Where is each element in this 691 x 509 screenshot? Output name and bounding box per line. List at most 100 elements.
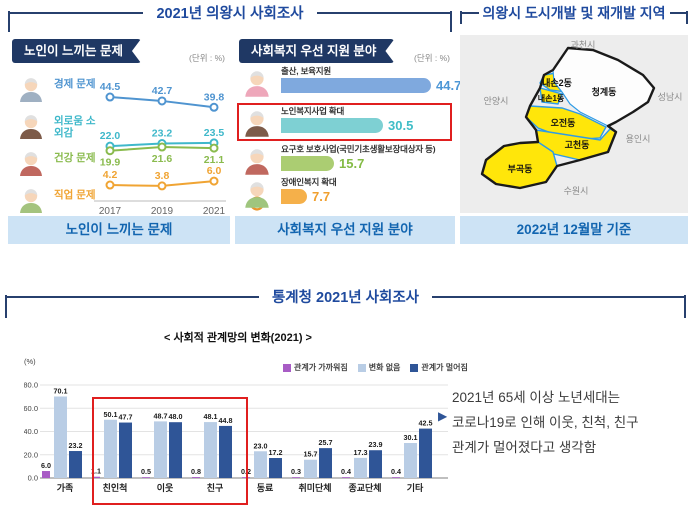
bar [119,422,132,478]
person-glyph [245,149,269,175]
category-label: 친인척 [103,482,128,493]
data-point [157,142,167,152]
neighbor-label: 성남시 [658,92,683,102]
person-glyph [245,182,269,211]
elderly-series-row: 외로움 소외감 [16,112,96,146]
bar [404,443,417,478]
district-label: 부곡동 [508,164,533,174]
elderly-man-icon [16,75,46,105]
bottom-frame-header: 통계청 2021년 사회조사 [5,286,686,307]
value-label: 23.9 [369,440,383,449]
bar-value: 15.7 [339,155,365,171]
value-label: 70.1 [54,387,68,396]
bar [281,188,307,204]
map-panel-caption: 2022년 12월말 기준 [460,216,688,244]
category-label: 종교단체 [348,482,381,493]
bar-value: 7.7 [312,188,331,204]
person-glyph [245,111,269,137]
value-label: 39.8 [204,91,225,103]
frame-corner [460,11,462,24]
value-label: 23.2 [152,128,173,140]
district-naeson1 [539,87,563,105]
bar [281,77,431,93]
value-label: 6.0 [207,165,222,177]
wheelchair-icon [241,179,273,211]
value-label: 23.2 [69,441,83,450]
value-label: 42.5 [419,419,433,428]
legend-item: 관계가 가까워짐 [283,362,348,373]
y-tick-label: 60.0 [24,404,38,413]
note-bullet-icon: ▶ [438,409,448,423]
legend-label: 변화 없음 [368,363,401,372]
bar [69,451,82,478]
category-label: 이웃 [157,482,174,493]
frame-corner [684,295,686,318]
bar-category-label: 요구호 보호사업(국민기초생활보장대상자 등) [281,144,436,154]
highlight-box-elderly-welfare [237,103,452,141]
category-label: 취미단체 [298,482,331,493]
bar-line: 44.7 [281,77,461,93]
elderly-series-row: 직업 문제 [16,186,96,220]
value-label: 23.0 [254,441,268,450]
note-line: 관계가 멀어졌다고 생각함 [452,440,597,455]
category-label: 기타 [407,482,424,493]
frame-corner [450,11,452,32]
value-label: 30.1 [404,433,418,442]
elderly-line-chart: 2017 2019 2021 44.5 42.7 39.8 22.0 23.2 23.5 19.9… [88,75,230,220]
legend-swatch [283,363,291,372]
bar-category-label: 장애인복지 확대 [281,177,337,187]
elderly-series-row: 경제 문제 [16,75,96,109]
person-glyph [20,115,42,139]
legend-label: 관계가 가까워짐 [294,363,348,372]
value-label: 48.1 [204,412,218,421]
value-label: 23.5 [204,127,225,139]
bar-line: 15.7 [281,155,364,171]
uiwang-map-svg: 과천시 안양시 성남시 용인시 수원시 청계동 내손2동 내손1동 오전동 고천… [480,40,683,196]
social-network-chart: 0.0 20.0 40.0 60.0 80.0 6.0 70.1 23.2 가족 1.1 50.1 4… [23,368,454,500]
category-label: 친구 [207,482,224,493]
welfare-row: 노인복지사업 확대 30.5 [239,105,453,143]
data-point [157,96,167,106]
note-line: 2021년 65세 이상 노년세대는 [452,390,621,405]
person-glyph [20,152,42,176]
value-label: 17.3 [354,448,368,457]
x-axis-label: 2021 [203,206,226,217]
bar [169,422,182,478]
unit-label: (단위 : %) [414,53,450,63]
elderly-worker-icon [16,149,46,179]
bar [292,477,300,478]
bar-value: 30.5 [388,117,414,133]
district-label: 고천동 [565,140,590,150]
series-label: 경제 문제 [54,78,96,90]
data-point [105,92,115,102]
legend-item: 변화 없음 [357,362,401,373]
y-tick-label: 0.0 [28,474,38,483]
bar [419,428,432,478]
value-label: 3.8 [155,170,170,182]
data-point [209,176,219,186]
data-point [105,146,115,156]
note-line: 코로나19로 인해 이웃, 친척, 친구 [452,415,639,430]
unit-label: (단위 : %) [189,53,225,63]
note-text: 2021년 65세 이상 노년세대는 코로나19로 인해 이웃, 친척, 친구 … [452,385,690,460]
elderly-woman-icon [241,146,273,178]
welfare-panel-badge: 사회복지 우선 지원 분야 [239,39,394,63]
neighbor-label: 안양시 [484,96,509,106]
welfare-row: 장애인복지 확대 7.7 [239,176,453,214]
neighbor-label: 용인시 [626,134,651,144]
value-label: 21.6 [152,153,173,165]
bar [204,422,217,478]
series-label: 외로움 소외감 [54,115,96,140]
welfare-row: 출산, 보육지원 44.7 [239,65,461,103]
bar [281,117,383,133]
bottom-section-title: 통계청 2021년 사회조사 [258,286,433,307]
mother-baby-icon [241,68,273,100]
legend-label: 관계가 멀어짐 [421,363,468,372]
frame-corner [5,295,7,318]
series-label: 직업 문제 [54,189,96,201]
value-label: 25.7 [319,438,333,447]
elderly-reading-icon [16,112,46,142]
bar [54,396,67,478]
neighbor-label: 수원시 [564,186,589,196]
bar [219,425,232,478]
